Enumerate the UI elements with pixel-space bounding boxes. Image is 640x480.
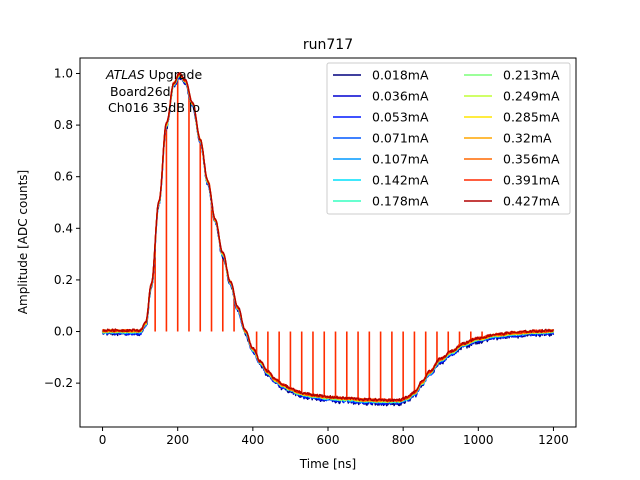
legend-label: 0.178mA (372, 194, 429, 209)
annotation-board: Board26d (110, 84, 171, 99)
y-tick-label: 0.0 (54, 325, 73, 339)
x-tick-label: 400 (241, 433, 264, 447)
annotation-channel: Ch016 35dB lo (108, 100, 200, 115)
annotation-atlas: ATLAS (105, 67, 145, 82)
x-tick-label: 0 (99, 433, 107, 447)
y-tick-label: 0.4 (54, 221, 73, 235)
legend-label: 0.356mA (503, 152, 560, 167)
legend-label: 0.142mA (372, 173, 429, 188)
series-line (102, 72, 555, 402)
y-tick-label: 0.8 (54, 118, 73, 132)
legend-label: 0.018mA (372, 68, 429, 83)
y-tick-label: −0.2 (44, 376, 73, 390)
x-tick-label: 600 (317, 433, 340, 447)
legend-label: 0.427mA (503, 194, 560, 209)
x-tick-label: 1000 (463, 433, 494, 447)
y-axis: −0.2 0.0 0.2 0.4 0.6 0.8 1.0 (44, 66, 80, 390)
chart-title: run717 (303, 37, 353, 53)
annotation: ATLAS Upgrade Board26d Ch016 35dB lo (105, 67, 202, 115)
legend-label: 0.071mA (372, 131, 429, 146)
legend: 0.018mA 0.036mA 0.053mA 0.071mA 0.107mA 0.142… (326, 62, 571, 215)
y-tick-label: 0.6 (54, 170, 73, 184)
legend-label: 0.285mA (503, 110, 560, 125)
stems-layer (154, 77, 483, 402)
x-axis: 0 200 400 600 800 1000 1200 (99, 427, 569, 447)
legend-label: 0.249mA (503, 89, 560, 104)
y-tick-label: 1.0 (54, 66, 73, 80)
legend-label: 0.053mA (372, 110, 429, 125)
x-axis-label: Time [ns] (299, 457, 356, 471)
svg-text:ATLAS Upgrade: ATLAS Upgrade (105, 67, 202, 82)
legend-label: 0.391mA (503, 173, 560, 188)
legend-label: 0.107mA (372, 152, 429, 167)
legend-label: 0.213mA (503, 68, 560, 83)
legend-box (326, 62, 571, 215)
annotation-upgrade: Upgrade (145, 67, 203, 82)
legend-label: 0.32mA (503, 131, 552, 146)
x-tick-label: 200 (166, 433, 189, 447)
series-layer (101, 72, 555, 407)
legend-label: 0.036mA (372, 89, 429, 104)
y-tick-label: 0.2 (54, 273, 73, 287)
x-tick-label: 800 (392, 433, 415, 447)
x-tick-label: 1200 (538, 433, 569, 447)
y-axis-label: Amplitude [ADC counts] (16, 170, 30, 314)
